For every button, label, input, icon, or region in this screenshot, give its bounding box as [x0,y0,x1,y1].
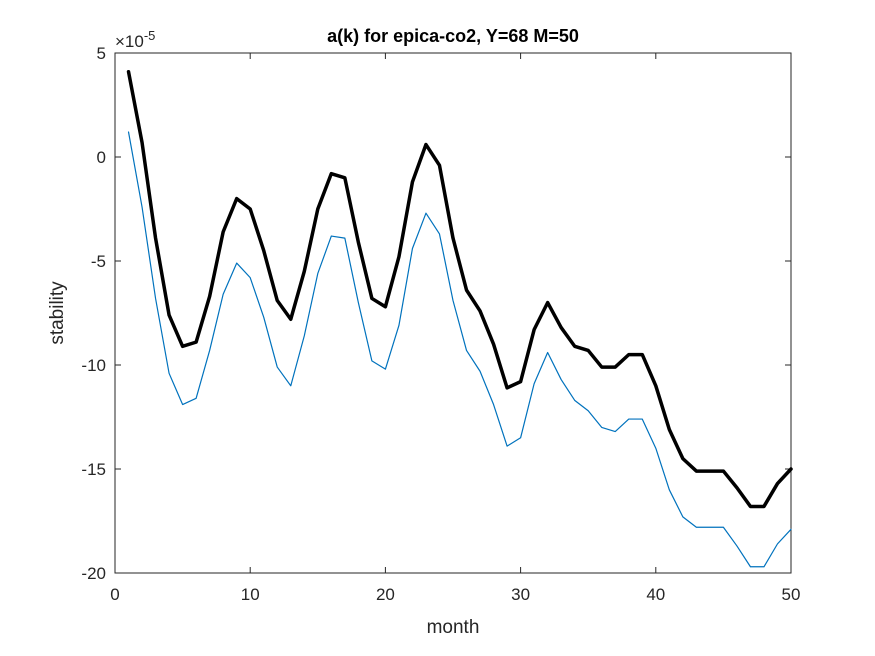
y-scale-factor: ×10-5 [115,28,155,51]
x-tick-label: 20 [376,585,395,604]
y-scale-base: ×10 [115,32,144,51]
y-tick-label: -10 [81,356,106,375]
y-tick-label: -20 [81,564,106,583]
x-tick-label: 0 [110,585,119,604]
x-tick-label: 30 [511,585,530,604]
y-axis-label: stability [47,281,68,345]
x-axis-label: month [427,617,480,638]
plot-area [114,52,792,574]
x-tick-label: 10 [241,585,260,604]
chart-title: a(k) for epica-co2, Y=68 M=50 [327,26,579,46]
y-tick-label: -15 [81,460,106,479]
y-axis: -20 -15 -10 -5 0 5 [81,44,791,583]
y-scale-exponent: -5 [144,28,156,43]
series-line-2 [127,131,792,568]
y-tick-label: 0 [97,148,106,167]
y-tick-label: 5 [97,44,106,63]
series-line-1 [126,69,793,509]
x-tick-label: 40 [646,585,665,604]
x-axis: 0 10 20 30 40 50 [110,53,800,604]
series-layer [126,69,793,568]
x-tick-label: 50 [782,585,801,604]
y-tick-label: -5 [91,252,106,271]
